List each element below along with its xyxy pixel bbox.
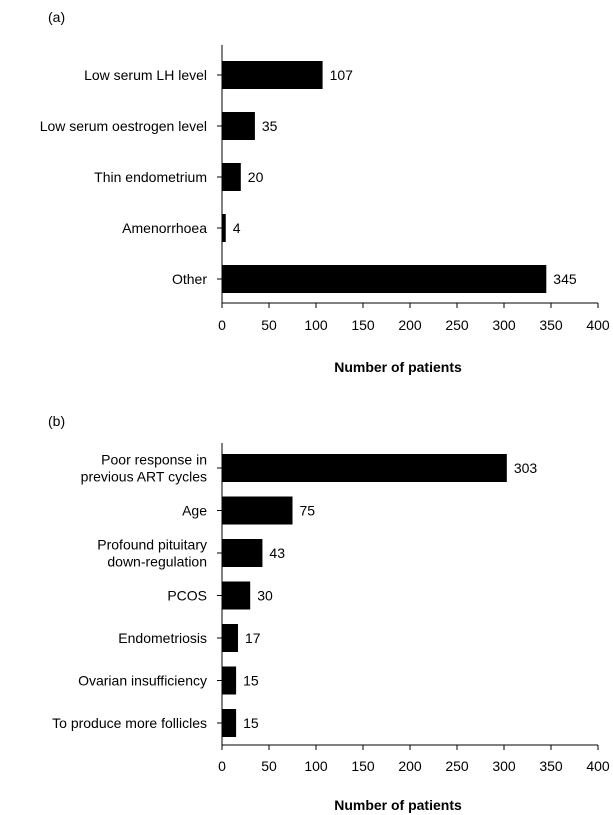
category-label: Amenorrhoea [122, 220, 207, 236]
category-label: PCOS [167, 588, 207, 604]
category-label: down-regulation [107, 554, 207, 570]
x-tick-label: 0 [218, 758, 226, 774]
x-tick-label: 250 [445, 317, 469, 333]
bar-value-label: 15 [243, 715, 259, 731]
bar-value-label: 43 [269, 545, 285, 561]
category-label: Other [172, 271, 207, 287]
category-label: Age [182, 503, 207, 519]
category-label: Poor response in [101, 452, 207, 468]
x-tick-label: 150 [351, 758, 375, 774]
x-tick-label: 200 [398, 758, 422, 774]
bar-value-label: 20 [248, 169, 264, 185]
category-label: Low serum oestrogen level [40, 118, 207, 134]
bar-value-label: 15 [243, 673, 259, 689]
x-tick-label: 300 [492, 317, 516, 333]
x-tick-label: 350 [539, 317, 563, 333]
bar [222, 624, 238, 652]
bar-value-label: 35 [262, 118, 278, 134]
bar [222, 214, 226, 242]
category-label: Ovarian insufficiency [78, 673, 207, 689]
bar [222, 581, 251, 610]
x-tick-label: 100 [304, 317, 328, 333]
bar [222, 61, 323, 89]
bar-value-label: 345 [553, 271, 577, 287]
x-tick-label: 400 [586, 317, 610, 333]
x-tick-label: 300 [492, 758, 516, 774]
x-axis-title: Number of patients [334, 359, 462, 375]
bar-value-label: 30 [257, 588, 273, 604]
panel-label: (b) [48, 413, 65, 429]
bar [222, 112, 255, 140]
category-label: previous ART cycles [81, 469, 207, 485]
bar [222, 265, 547, 293]
category-label: Endometriosis [118, 630, 207, 646]
bar [222, 496, 293, 525]
category-label: Profound pituitary [97, 537, 207, 553]
x-tick-label: 0 [218, 317, 226, 333]
bar-value-label: 17 [245, 630, 261, 646]
x-axis-title: Number of patients [334, 797, 462, 813]
bar [222, 163, 241, 191]
x-tick-label: 350 [539, 758, 563, 774]
bar [222, 709, 237, 737]
panel-label: (a) [48, 9, 65, 25]
x-tick-label: 200 [398, 317, 422, 333]
category-label: Low serum LH level [84, 67, 207, 83]
bar-value-label: 107 [330, 67, 354, 83]
bar [222, 454, 507, 482]
bar [222, 539, 263, 567]
x-tick-label: 150 [351, 317, 375, 333]
category-label: Thin endometrium [94, 169, 207, 185]
x-tick-label: 100 [304, 758, 328, 774]
x-tick-label: 50 [261, 317, 277, 333]
x-tick-label: 400 [586, 758, 610, 774]
bar-value-label: 4 [233, 220, 241, 236]
x-tick-label: 250 [445, 758, 469, 774]
x-tick-label: 50 [261, 758, 277, 774]
bar [222, 666, 237, 695]
bar-value-label: 303 [514, 460, 538, 476]
bar-value-label: 75 [300, 503, 316, 519]
category-label: To produce more follicles [52, 715, 207, 731]
